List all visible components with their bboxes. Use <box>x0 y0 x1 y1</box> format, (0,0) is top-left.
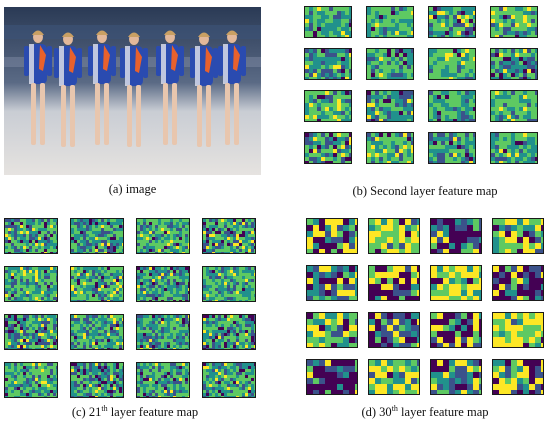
feature-grid-30th-layer <box>306 218 546 395</box>
feature-map-tile <box>202 362 256 398</box>
feature-map-tile <box>306 359 358 395</box>
feature-map-tile <box>366 6 414 38</box>
feature-map-tile <box>4 266 58 302</box>
feature-map-tile <box>4 362 58 398</box>
feature-grid-21th-layer <box>4 218 262 398</box>
feature-map-tile <box>70 218 124 254</box>
caption-b-text: (b) Second layer feature map <box>352 184 498 198</box>
feature-map-tile <box>306 265 358 301</box>
feature-map-tile <box>202 314 256 350</box>
feature-map-tile <box>304 132 352 164</box>
feature-map-tile <box>368 359 420 395</box>
caption-a-text: (a) image <box>108 182 157 196</box>
feature-map-tile <box>430 312 482 348</box>
feature-map-tile <box>136 314 190 350</box>
feature-map-tile <box>366 132 414 164</box>
feature-map-tile <box>428 6 476 38</box>
feature-map-tile <box>4 218 58 254</box>
feature-map-tile <box>202 266 256 302</box>
feature-map-tile <box>136 218 190 254</box>
feature-map-tile <box>492 218 544 254</box>
feature-grid-second-layer <box>304 6 546 164</box>
feature-map-tile <box>70 362 124 398</box>
feature-map-tile <box>490 6 538 38</box>
gymnast-figure <box>120 32 148 147</box>
gymnast-figure <box>88 30 116 145</box>
feature-map-tile <box>136 266 190 302</box>
feature-map-tile <box>304 6 352 38</box>
feature-map-tile <box>430 218 482 254</box>
gymnast-figure <box>190 32 218 147</box>
feature-map-tile <box>306 218 358 254</box>
feature-map-tile <box>490 132 538 164</box>
gymnasts-photo <box>4 7 261 175</box>
feature-map-tile <box>366 90 414 122</box>
feature-map-tile <box>368 218 420 254</box>
caption-c-suffix: layer feature map <box>107 405 199 420</box>
gymnast-figure <box>54 32 82 147</box>
caption-d-suffix: layer feature map <box>397 405 489 420</box>
feature-map-tile <box>368 265 420 301</box>
caption-c-sup: th <box>101 404 108 413</box>
caption-c: (c) 21th layer feature map <box>4 404 266 420</box>
feature-map-tile <box>304 90 352 122</box>
gymnast-figure <box>156 30 184 145</box>
feature-map-tile <box>428 90 476 122</box>
gymnast-figure <box>218 30 246 145</box>
feature-map-tile <box>430 359 482 395</box>
feature-map-tile <box>492 312 544 348</box>
caption-d-prefix: (d) 30 <box>361 405 392 420</box>
caption-c-prefix: (c) 21 <box>71 405 102 420</box>
feature-map-tile <box>490 90 538 122</box>
feature-map-tile <box>428 48 476 80</box>
feature-map-tile <box>366 48 414 80</box>
caption-d: (d) 30th layer feature map <box>300 404 550 420</box>
feature-map-tile <box>136 362 190 398</box>
feature-map-tile <box>492 359 544 395</box>
feature-map-tile <box>492 265 544 301</box>
feature-map-tile <box>430 265 482 301</box>
feature-map-tile <box>202 218 256 254</box>
caption-b: (b) Second layer feature map <box>300 184 550 199</box>
feature-map-tile <box>70 266 124 302</box>
feature-map-tile <box>428 132 476 164</box>
feature-map-tile <box>306 312 358 348</box>
feature-map-tile <box>490 48 538 80</box>
feature-map-tile <box>4 314 58 350</box>
gymnast-figure <box>24 30 52 145</box>
feature-map-tile <box>70 314 124 350</box>
caption-d-sup: th <box>391 404 398 413</box>
feature-map-tile <box>304 48 352 80</box>
caption-a: (a) image <box>4 182 261 197</box>
gymnasts-image <box>4 7 261 175</box>
feature-map-tile <box>368 312 420 348</box>
